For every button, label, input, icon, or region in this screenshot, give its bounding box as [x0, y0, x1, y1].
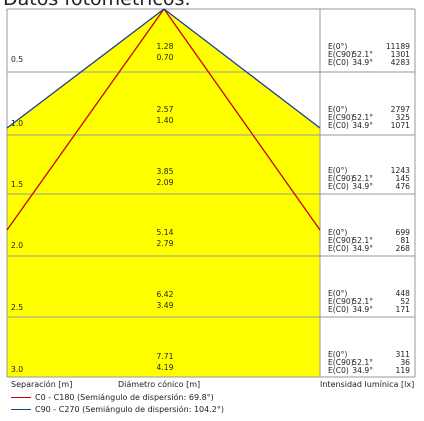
ec90-label: E(C90) — [328, 174, 354, 183]
ec0-value: 119 — [396, 366, 411, 375]
angle-c0: 34.9° — [352, 305, 373, 314]
ec90-label: E(C90) — [328, 297, 354, 306]
diameter-c90-value: 2.79 — [157, 239, 174, 248]
c0-c180-beam-right — [163, 8, 321, 231]
e0-label: E(0°) — [328, 166, 347, 175]
separation-value: 2.0 — [11, 241, 23, 250]
ec90-label: E(C90) — [328, 50, 354, 59]
intensity-axis-label: Intensidad lumínica [lx] — [320, 380, 415, 389]
ec90-value: 36 — [400, 358, 410, 367]
diameter-c0-value: 5.14 — [157, 228, 174, 237]
ec0-label: E(C0) — [328, 121, 349, 130]
legend-text: C90 - C270 (Semiángulo de dispersión: 10… — [35, 404, 224, 414]
angle-c90: 52.1° — [352, 297, 373, 306]
legend-line-swatch — [11, 396, 31, 398]
e0-label: E(0°) — [328, 289, 347, 298]
ec0-label: E(C0) — [328, 244, 349, 253]
legend-item-c0-c180: C0 - C180 (Semiángulo de dispersión: 69.… — [11, 392, 214, 402]
diameter-c90-value: 1.40 — [157, 116, 174, 125]
e0-value: 311 — [396, 350, 411, 359]
ec0-value: 476 — [396, 182, 411, 191]
e0-value: 2797 — [391, 105, 410, 114]
c0-c180-beam-left — [6, 8, 165, 231]
angle-c0: 34.9° — [352, 58, 373, 67]
diameter-c0-value: 1.28 — [157, 42, 174, 51]
legend-line-swatch — [11, 408, 31, 410]
diameter-c90-value: 3.49 — [157, 301, 174, 310]
ec90-value: 1301 — [391, 50, 410, 59]
ec90-value: 325 — [396, 113, 411, 122]
legend-item-c90-c270: C90 - C270 (Semiángulo de dispersión: 10… — [11, 404, 224, 414]
diameter-axis-label: Diámetro cónico [m] — [118, 380, 201, 389]
diameter-c90-value: 4.19 — [157, 363, 174, 372]
ec90-value: 145 — [396, 174, 411, 183]
cone-fill-c90 — [7, 9, 320, 377]
ec0-value: 171 — [396, 305, 411, 314]
angle-c0: 34.9° — [352, 366, 373, 375]
legend-text: C0 - C180 (Semiángulo de dispersión: 69.… — [35, 392, 214, 402]
separation-value: 3.0 — [11, 365, 23, 374]
ec0-value: 4283 — [391, 58, 410, 67]
angle-c90: 52.1° — [352, 358, 373, 367]
ec90-label: E(C90) — [328, 113, 354, 122]
e0-value: 11189 — [386, 42, 410, 51]
diameter-c90-value: 2.09 — [157, 178, 174, 187]
diameter-c0-value: 7.71 — [157, 352, 174, 361]
separation-value: 1.0 — [11, 119, 23, 128]
angle-c90: 52.1° — [352, 113, 373, 122]
angle-c0: 34.9° — [352, 244, 373, 253]
separation-value: 2.5 — [11, 303, 23, 312]
ec90-value: 52 — [400, 297, 410, 306]
separation-value: 0.5 — [11, 55, 23, 64]
separation-value: 1.5 — [11, 180, 23, 189]
e0-value: 699 — [396, 228, 411, 237]
angle-c0: 34.9° — [352, 182, 373, 191]
angle-c90: 52.1° — [352, 174, 373, 183]
e0-label: E(0°) — [328, 228, 347, 237]
diameter-c0-value: 6.42 — [157, 290, 174, 299]
ec0-label: E(C0) — [328, 305, 349, 314]
e0-value: 448 — [396, 289, 411, 298]
angle-c90: 52.1° — [352, 50, 373, 59]
diameter-c0-value: 3.85 — [157, 167, 174, 176]
e0-label: E(0°) — [328, 105, 347, 114]
angle-c0: 34.9° — [352, 121, 373, 130]
angle-c90: 52.1° — [352, 236, 373, 245]
ec0-value: 1071 — [391, 121, 410, 130]
e0-label: E(0°) — [328, 42, 347, 51]
diameter-c90-value: 0.70 — [157, 53, 174, 62]
diameter-c0-value: 2.57 — [157, 105, 174, 114]
ec0-label: E(C0) — [328, 366, 349, 375]
c90-c270-beam-right — [163, 8, 321, 129]
c90-c270-beam-left — [6, 8, 165, 129]
ec0-label: E(C0) — [328, 58, 349, 67]
ec90-label: E(C90) — [328, 358, 354, 367]
separation-axis-label: Separación [m] — [11, 380, 73, 389]
ec90-label: E(C90) — [328, 236, 354, 245]
ec0-value: 268 — [396, 244, 411, 253]
ec90-value: 81 — [400, 236, 410, 245]
ec0-label: E(C0) — [328, 182, 349, 191]
page-title: Datos fotométricos: — [3, 0, 191, 10]
e0-label: E(0°) — [328, 350, 347, 359]
e0-value: 1243 — [391, 166, 410, 175]
